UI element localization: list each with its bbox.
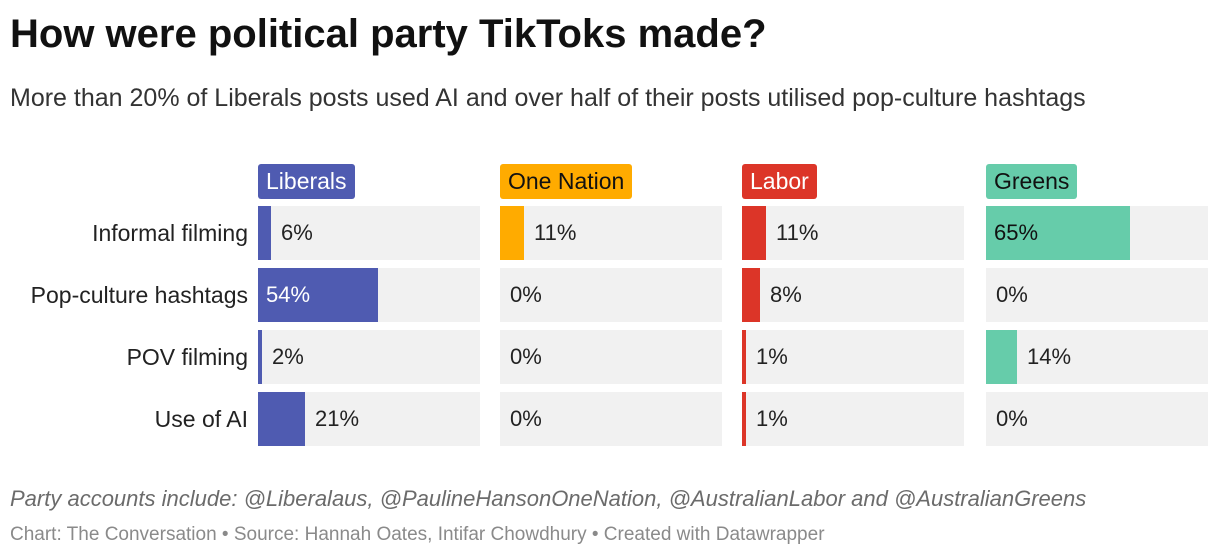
bar-labor-informal-filming: [742, 206, 766, 260]
data-label: 8%: [770, 282, 802, 307]
bar-liberals-pop-culture-hashtags: [258, 268, 378, 322]
bar-track: [258, 330, 480, 384]
bar-labor-pop-culture-hashtags: [742, 268, 760, 322]
data-label: 2%: [272, 344, 304, 369]
chart-credits: Chart: The Conversation • Source: Hannah…: [10, 524, 825, 545]
bar-greens-pov-filming: [986, 330, 1017, 384]
bar-liberals-use-of-ai: [258, 392, 305, 446]
bar-track: [500, 392, 722, 446]
bar-track: [500, 330, 722, 384]
data-label: 65%: [994, 220, 1039, 245]
bar-track: [500, 268, 722, 322]
data-label: 54%: [266, 282, 311, 307]
row-label-use-of-ai: Use of AI: [154, 406, 248, 432]
legend-one-nation: One Nation: [500, 164, 633, 199]
bar-greens-informal-filming: [986, 206, 1130, 260]
row-label-pop-culture-hashtags: Pop-culture hashtags: [30, 282, 248, 308]
chart-subtitle: More than 20% of Liberals posts used AI …: [10, 84, 1086, 112]
legend-liberals: Liberals: [258, 164, 355, 199]
bar-one-nation-informal-filming: [500, 206, 524, 260]
data-label: 0%: [996, 282, 1028, 307]
data-label: 0%: [510, 406, 542, 431]
bar-track: [742, 330, 964, 384]
data-label: 1%: [756, 406, 788, 431]
bar-track: [742, 392, 964, 446]
bar-liberals-informal-filming: [258, 206, 271, 260]
data-label: 11%: [534, 220, 577, 245]
data-label: 0%: [996, 406, 1028, 431]
bar-labor-pov-filming: [742, 330, 746, 384]
data-label: 14%: [1027, 344, 1072, 369]
bar-liberals-pov-filming: [258, 330, 262, 384]
data-label: 0%: [510, 344, 542, 369]
data-label: 6%: [281, 220, 313, 245]
row-label-informal-filming: Informal filming: [92, 220, 248, 246]
bar-track: [742, 268, 964, 322]
bar-track: [742, 206, 964, 260]
chart-title: How were political party TikToks made?: [10, 12, 767, 56]
bar-track: [986, 392, 1208, 446]
data-label: 21%: [315, 406, 360, 431]
bar-track: [500, 206, 722, 260]
bar-track: [986, 268, 1208, 322]
data-label: 1%: [756, 344, 788, 369]
data-label: 11%: [776, 220, 819, 245]
legend-greens: Greens: [986, 164, 1078, 199]
bar-track: [258, 206, 480, 260]
row-label-pov-filming: POV filming: [126, 344, 248, 370]
bar-track: [986, 330, 1208, 384]
chart-note: Party accounts include: @Liberalaus, @Pa…: [10, 486, 1087, 511]
bar-labor-use-of-ai: [742, 392, 746, 446]
legend-labor: Labor: [742, 164, 817, 199]
data-label: 0%: [510, 282, 542, 307]
